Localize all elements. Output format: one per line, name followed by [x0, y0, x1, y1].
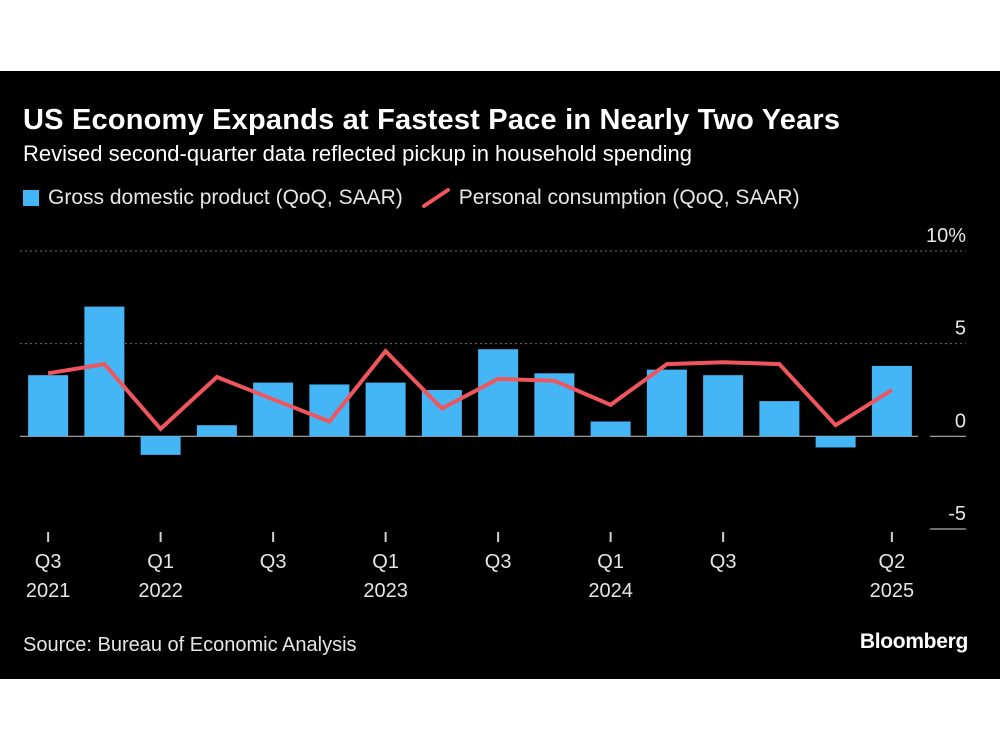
gdp-bar — [28, 375, 69, 437]
y-tick-label: 5 — [955, 318, 966, 340]
legend-bar-swatch — [23, 190, 39, 206]
gdp-bar — [871, 365, 912, 437]
bloomberg-logo: Bloomberg — [859, 630, 968, 653]
x-tick-quarter: Q2 — [879, 551, 906, 573]
legend-label-gdp: Gross domestic product (QoQ, SAAR) — [48, 186, 403, 209]
gdp-bar — [534, 373, 575, 437]
chart-panel: US Economy Expands at Fastest Pace in Ne… — [0, 71, 1000, 679]
gdp-bar — [703, 375, 744, 437]
gdp-bar — [590, 421, 631, 437]
y-tick-label: 0 — [955, 410, 966, 432]
x-tick-quarter: Q3 — [35, 551, 62, 573]
chart-title: US Economy Expands at Fastest Pace in Ne… — [23, 104, 841, 136]
x-tick-year: 2024 — [588, 580, 633, 602]
chart-subtitle: Revised second-quarter data reflected pi… — [23, 141, 692, 166]
gdp-bar — [365, 382, 406, 437]
gdp-bar — [759, 401, 800, 437]
source-note: Source: Bureau of Economic Analysis — [23, 634, 357, 656]
x-tick-year: 2021 — [26, 580, 71, 602]
gdp-bar — [309, 384, 350, 437]
y-tick-label: 10% — [926, 225, 966, 247]
gdp-bar — [84, 306, 125, 437]
gdp-bar — [196, 425, 237, 437]
x-tick-quarter: Q1 — [372, 551, 399, 573]
x-tick-quarter: Q3 — [260, 551, 287, 573]
x-tick-quarter: Q1 — [597, 551, 624, 573]
gdp-bar — [646, 369, 687, 437]
x-tick-year: 2023 — [363, 580, 408, 602]
gdp-bar — [253, 382, 294, 437]
legend: Gross domestic product (QoQ, SAAR) Perso… — [23, 184, 818, 212]
gdp-bar — [815, 436, 856, 448]
legend-line-swatch — [421, 188, 450, 208]
legend-item-consumption: Personal consumption (QoQ, SAAR) — [421, 186, 800, 210]
x-tick-quarter: Q3 — [710, 551, 737, 573]
x-tick-year: 2025 — [870, 580, 915, 602]
legend-label-consumption: Personal consumption (QoQ, SAAR) — [458, 186, 800, 209]
y-tick-label: -5 — [948, 503, 966, 525]
legend-item-gdp: Gross domestic product (QoQ, SAAR) — [23, 186, 403, 210]
gdp-bar — [140, 436, 181, 455]
x-tick-year: 2022 — [138, 580, 183, 602]
chart-plot: 10% 5 0 -5 Q3 2021 Q1 2022 Q3 Q1 2023 Q3 Q1 2024 Q3 Q2 2… — [20, 225, 966, 602]
x-tick-quarter: Q3 — [485, 551, 512, 573]
consumption-line — [47, 348, 893, 432]
x-tick-quarter: Q1 — [147, 551, 174, 573]
gdp-bar — [478, 349, 519, 437]
